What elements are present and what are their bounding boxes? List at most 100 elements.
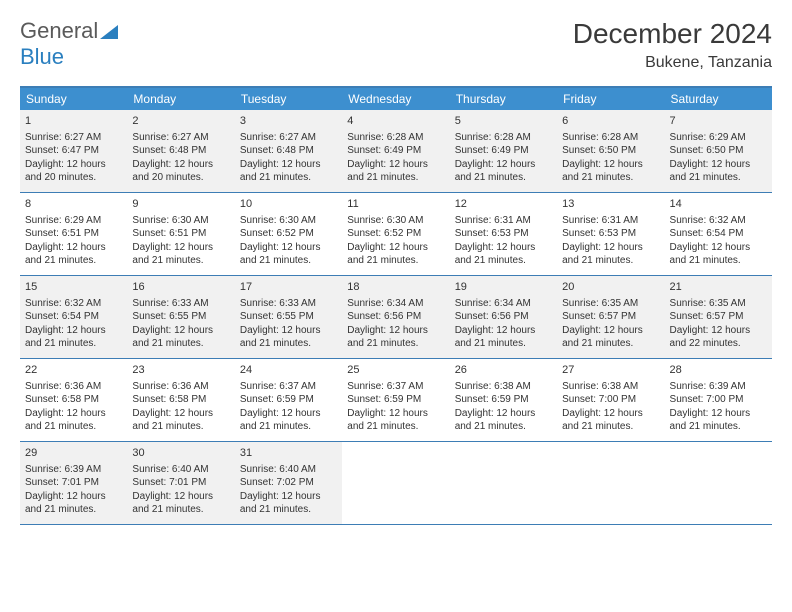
sunset-line: Sunset: 6:57 PM — [670, 310, 767, 324]
month-title: December 2024 — [573, 18, 772, 50]
day-number: 16 — [132, 280, 229, 295]
calendar-cell: 15Sunrise: 6:32 AMSunset: 6:54 PMDayligh… — [20, 276, 127, 358]
weekday-heading: Tuesday — [235, 88, 342, 110]
sunrise-line: Sunrise: 6:33 AM — [132, 297, 229, 311]
sunset-line: Sunset: 6:58 PM — [25, 393, 122, 407]
day-number: 24 — [240, 363, 337, 378]
sunrise-line: Sunrise: 6:40 AM — [132, 463, 229, 477]
daylight-line: Daylight: 12 hours and 21 minutes. — [25, 241, 122, 268]
brand-part2: Blue — [20, 44, 64, 69]
day-number: 25 — [347, 363, 444, 378]
calendar-cell: 14Sunrise: 6:32 AMSunset: 6:54 PMDayligh… — [665, 193, 772, 275]
sunrise-line: Sunrise: 6:37 AM — [347, 380, 444, 394]
sunset-line: Sunset: 6:53 PM — [562, 227, 659, 241]
calendar-cell: 19Sunrise: 6:34 AMSunset: 6:56 PMDayligh… — [450, 276, 557, 358]
day-number: 30 — [132, 446, 229, 461]
day-number: 20 — [562, 280, 659, 295]
calendar-cell: 22Sunrise: 6:36 AMSunset: 6:58 PMDayligh… — [20, 359, 127, 441]
weekday-heading: Wednesday — [342, 88, 449, 110]
daylight-line: Daylight: 12 hours and 21 minutes. — [132, 490, 229, 517]
calendar-cell: 21Sunrise: 6:35 AMSunset: 6:57 PMDayligh… — [665, 276, 772, 358]
calendar-cell: 28Sunrise: 6:39 AMSunset: 7:00 PMDayligh… — [665, 359, 772, 441]
daylight-line: Daylight: 12 hours and 21 minutes. — [132, 324, 229, 351]
sunset-line: Sunset: 6:59 PM — [240, 393, 337, 407]
sunrise-line: Sunrise: 6:32 AM — [25, 297, 122, 311]
sunset-line: Sunset: 7:01 PM — [132, 476, 229, 490]
sunset-line: Sunset: 7:02 PM — [240, 476, 337, 490]
calendar-row: 8Sunrise: 6:29 AMSunset: 6:51 PMDaylight… — [20, 193, 772, 276]
day-number: 4 — [347, 114, 444, 129]
day-number: 2 — [132, 114, 229, 129]
sunset-line: Sunset: 6:58 PM — [132, 393, 229, 407]
sunset-line: Sunset: 6:55 PM — [240, 310, 337, 324]
sunset-line: Sunset: 6:53 PM — [455, 227, 552, 241]
day-number: 14 — [670, 197, 767, 212]
day-number: 26 — [455, 363, 552, 378]
calendar-row: 22Sunrise: 6:36 AMSunset: 6:58 PMDayligh… — [20, 359, 772, 442]
sunrise-line: Sunrise: 6:38 AM — [455, 380, 552, 394]
calendar-cell: 8Sunrise: 6:29 AMSunset: 6:51 PMDaylight… — [20, 193, 127, 275]
weekday-heading: Friday — [557, 88, 664, 110]
sunrise-line: Sunrise: 6:30 AM — [347, 214, 444, 228]
daylight-line: Daylight: 12 hours and 20 minutes. — [25, 158, 122, 185]
calendar-cell — [665, 442, 772, 524]
calendar-cell: 12Sunrise: 6:31 AMSunset: 6:53 PMDayligh… — [450, 193, 557, 275]
daylight-line: Daylight: 12 hours and 21 minutes. — [132, 407, 229, 434]
daylight-line: Daylight: 12 hours and 21 minutes. — [562, 241, 659, 268]
day-number: 12 — [455, 197, 552, 212]
sunrise-line: Sunrise: 6:31 AM — [562, 214, 659, 228]
title-block: December 2024 Bukene, Tanzania — [573, 18, 772, 72]
brand-triangle-icon — [100, 25, 118, 39]
calendar-cell: 17Sunrise: 6:33 AMSunset: 6:55 PMDayligh… — [235, 276, 342, 358]
daylight-line: Daylight: 12 hours and 21 minutes. — [25, 324, 122, 351]
day-number: 15 — [25, 280, 122, 295]
day-number: 18 — [347, 280, 444, 295]
calendar-cell: 3Sunrise: 6:27 AMSunset: 6:48 PMDaylight… — [235, 110, 342, 192]
calendar-cell: 30 Sunrise: 6:40 AMSunset: 7:01 PMDayligh… — [127, 442, 234, 524]
day-number: 28 — [670, 363, 767, 378]
sunrise-line: Sunrise: 6:34 AM — [455, 297, 552, 311]
sunset-line: Sunset: 6:51 PM — [25, 227, 122, 241]
sunset-line: Sunset: 6:57 PM — [562, 310, 659, 324]
calendar-cell: 13Sunrise: 6:31 AMSunset: 6:53 PMDayligh… — [557, 193, 664, 275]
sunrise-line: Sunrise: 6:32 AM — [670, 214, 767, 228]
calendar-row: 15Sunrise: 6:32 AMSunset: 6:54 PMDayligh… — [20, 276, 772, 359]
sunset-line: Sunset: 6:51 PM — [132, 227, 229, 241]
day-number: 7 — [670, 114, 767, 129]
daylight-line: Daylight: 12 hours and 21 minutes. — [25, 407, 122, 434]
day-number: 5 — [455, 114, 552, 129]
daylight-line: Daylight: 12 hours and 21 minutes. — [240, 490, 337, 517]
daylight-line: Daylight: 12 hours and 21 minutes. — [347, 158, 444, 185]
daylight-line: Daylight: 12 hours and 21 minutes. — [455, 158, 552, 185]
sunset-line: Sunset: 7:01 PM — [25, 476, 122, 490]
sunset-line: Sunset: 6:50 PM — [562, 144, 659, 158]
calendar-cell: 26Sunrise: 6:38 AMSunset: 6:59 PMDayligh… — [450, 359, 557, 441]
calendar-cell: 27Sunrise: 6:38 AMSunset: 7:00 PMDayligh… — [557, 359, 664, 441]
weekday-heading: Saturday — [665, 88, 772, 110]
daylight-line: Daylight: 12 hours and 21 minutes. — [347, 407, 444, 434]
calendar-cell — [450, 442, 557, 524]
sunrise-line: Sunrise: 6:33 AM — [240, 297, 337, 311]
day-number: 10 — [240, 197, 337, 212]
calendar-cell: 10Sunrise: 6:30 AMSunset: 6:52 PMDayligh… — [235, 193, 342, 275]
calendar-cell — [557, 442, 664, 524]
day-number: 1 — [25, 114, 122, 129]
sunrise-line: Sunrise: 6:39 AM — [25, 463, 122, 477]
sunrise-line: Sunrise: 6:35 AM — [670, 297, 767, 311]
calendar-cell: 2Sunrise: 6:27 AMSunset: 6:48 PMDaylight… — [127, 110, 234, 192]
calendar: Sunday Monday Tuesday Wednesday Thursday… — [20, 86, 772, 525]
sunset-line: Sunset: 6:56 PM — [455, 310, 552, 324]
daylight-line: Daylight: 12 hours and 21 minutes. — [670, 158, 767, 185]
sunset-line: Sunset: 6:48 PM — [240, 144, 337, 158]
sunrise-line: Sunrise: 6:27 AM — [240, 131, 337, 145]
calendar-cell — [342, 442, 449, 524]
daylight-line: Daylight: 12 hours and 21 minutes. — [670, 241, 767, 268]
weekday-heading: Thursday — [450, 88, 557, 110]
calendar-cell: 5Sunrise: 6:28 AMSunset: 6:49 PMDaylight… — [450, 110, 557, 192]
sunrise-line: Sunrise: 6:39 AM — [670, 380, 767, 394]
sunset-line: Sunset: 6:59 PM — [455, 393, 552, 407]
calendar-row: 1Sunrise: 6:27 AMSunset: 6:47 PMDaylight… — [20, 110, 772, 193]
calendar-cell: 1Sunrise: 6:27 AMSunset: 6:47 PMDaylight… — [20, 110, 127, 192]
daylight-line: Daylight: 12 hours and 21 minutes. — [240, 407, 337, 434]
calendar-cell: 23Sunrise: 6:36 AMSunset: 6:58 PMDayligh… — [127, 359, 234, 441]
